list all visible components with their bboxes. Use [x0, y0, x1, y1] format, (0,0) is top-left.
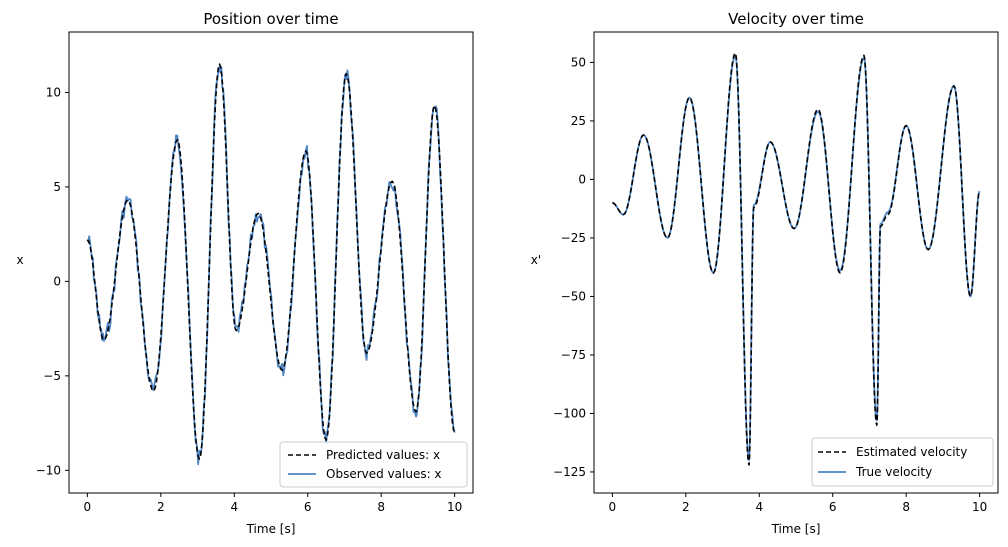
y-tick-label: −25 — [561, 231, 586, 245]
x-tick-label: 2 — [157, 500, 165, 514]
plot-frame — [68, 31, 474, 494]
x-axis-label: Time [s] — [771, 522, 821, 536]
x-tick-label: 10 — [447, 500, 462, 514]
series-line-estimated-velocity — [612, 52, 981, 466]
axis-ticks: 0 2 4 6 8 10 −125 −100 −75 −50 −25 0 25 50 — [553, 55, 987, 514]
x-tick-label: 6 — [829, 500, 837, 514]
y-tick-label: 5 — [53, 180, 61, 194]
chart-title: Velocity over time — [728, 10, 864, 28]
series-layer — [612, 52, 981, 466]
series-layer — [86, 63, 456, 466]
y-tick-label: −75 — [561, 348, 586, 362]
y-axis-label: x — [16, 253, 23, 267]
legend-label-observed: Observed values: x — [326, 467, 442, 481]
series-line-observed-values-x — [86, 65, 456, 466]
x-tick-label: 4 — [755, 500, 763, 514]
legend-box — [279, 441, 468, 488]
y-tick-label: −5 — [43, 369, 61, 383]
plot-frame — [593, 31, 999, 494]
x-tick-label: 8 — [377, 500, 385, 514]
y-tick-label: 0 — [578, 172, 586, 186]
y-tick-label: −10 — [36, 463, 61, 477]
y-tick-label: −100 — [553, 406, 586, 420]
y-tick-label: 25 — [571, 114, 586, 128]
x-tick-label: 0 — [609, 500, 617, 514]
position-chart: Position over time 0 2 4 6 8 10 −10 −5 0 5 10 Time… — [16, 10, 474, 536]
x-tick-label: 2 — [682, 500, 690, 514]
y-tick-label: 50 — [571, 55, 586, 69]
y-tick-label: 10 — [46, 85, 61, 99]
x-tick-label: 0 — [84, 500, 92, 514]
x-tick-label: 6 — [304, 500, 312, 514]
x-axis-label: Time [s] — [246, 522, 296, 536]
series-line-predicted-values-x — [86, 63, 456, 460]
legend: Predicted values: x Observed values: x — [279, 441, 468, 488]
axis-ticks: 0 2 4 6 8 10 −10 −5 0 5 10 — [36, 85, 463, 514]
legend: Estimated velocity True velocity — [811, 437, 994, 487]
legend-box — [811, 437, 994, 487]
y-tick-label: 0 — [53, 274, 61, 288]
velocity-chart: Velocity over time 0 2 4 6 8 10 −125 −100 −75 −50… — [531, 10, 999, 536]
series-line-true-velocity — [612, 54, 981, 462]
y-axis-label: x' — [531, 253, 541, 267]
legend-label-estimated: Estimated velocity — [856, 445, 967, 459]
legend-label-predicted: Predicted values: x — [326, 448, 440, 462]
y-tick-label: −125 — [553, 465, 586, 479]
legend-label-true: True velocity — [855, 465, 932, 479]
x-tick-label: 10 — [972, 500, 987, 514]
y-tick-label: −50 — [561, 289, 586, 303]
chart-title: Position over time — [203, 10, 338, 28]
x-tick-label: 4 — [230, 500, 238, 514]
x-tick-label: 8 — [902, 500, 910, 514]
